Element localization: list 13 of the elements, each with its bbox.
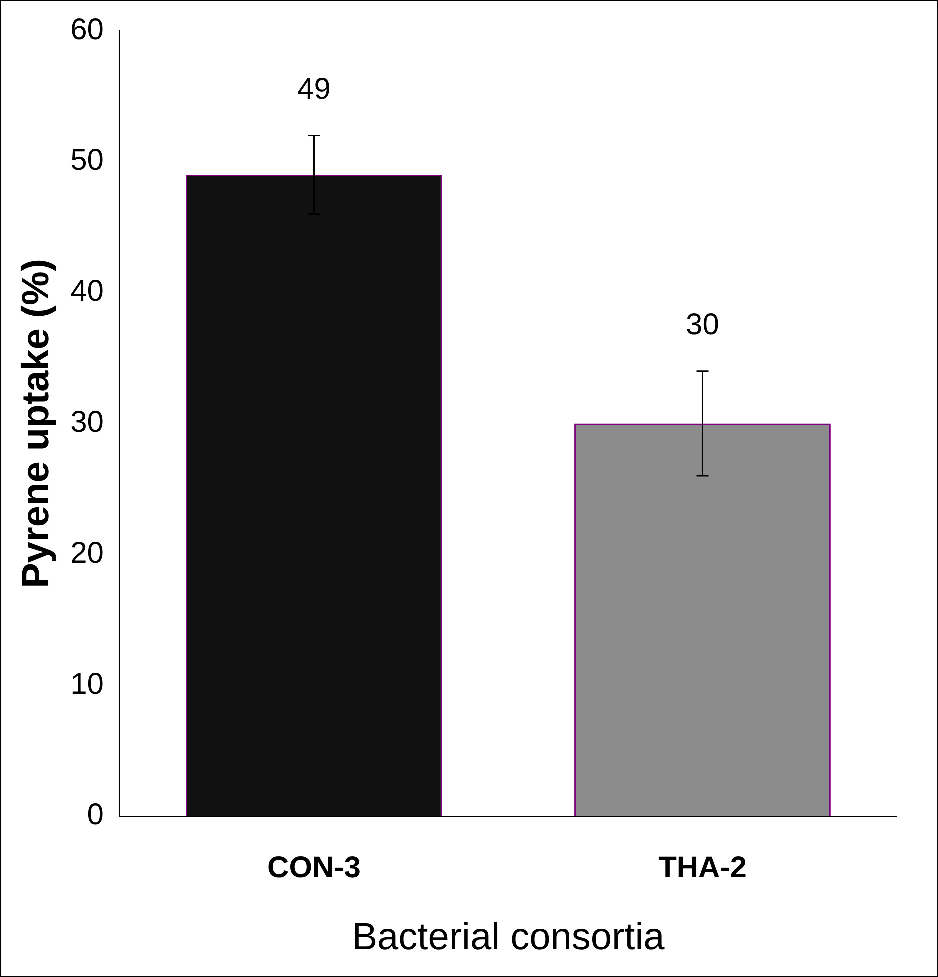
y-tick-label: 50 [70,144,104,178]
y-tick-label: 30 [70,406,104,439]
y-axis-title: Pyrene uptake (%) [15,258,58,588]
x-tick-label: THA-2 [658,852,747,885]
x-tick-label: CON-3 [268,852,361,885]
x-axis-title: Bacterial consortia [352,916,666,959]
y-tick-label: 20 [70,536,104,570]
y-tick-label: 60 [70,13,104,46]
y-tick-label: 0 [87,798,104,832]
y-tick-label: 10 [70,668,104,701]
data-label: 49 [298,72,331,106]
y-tick-label: 40 [70,275,104,308]
data-label: 30 [686,308,720,342]
